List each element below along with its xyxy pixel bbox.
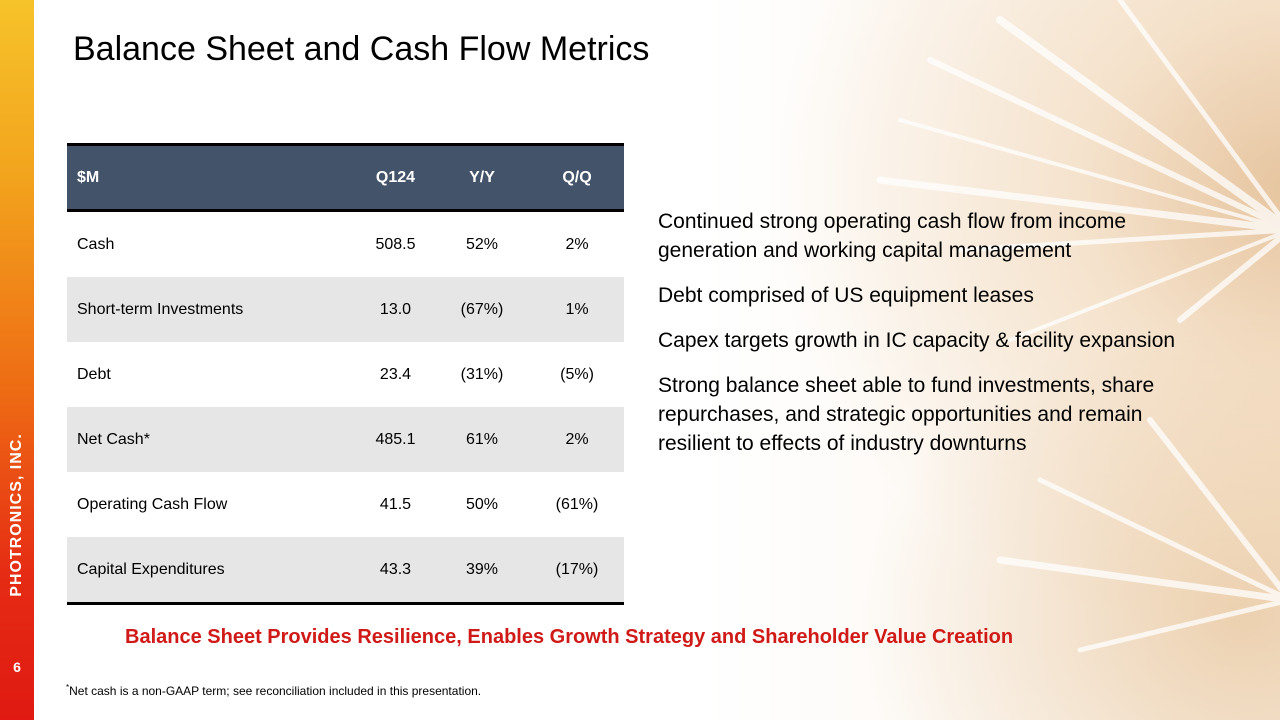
row-label: Short-term Investments <box>67 277 357 342</box>
row-value-yy: 61% <box>434 407 530 472</box>
row-label: Capital Expenditures <box>67 537 357 605</box>
row-value-yy: (31%) <box>460 365 504 383</box>
key-points: Continued strong operating cash flow fro… <box>658 207 1178 474</box>
row-value-yy: 52% <box>465 235 499 253</box>
header-cell-unit: $M <box>67 143 357 212</box>
table-row: Net Cash* 485.1 61% 2% <box>67 407 624 472</box>
company-name: PHOTRONICS, INC. <box>8 433 25 597</box>
row-value-q124: 41.5 <box>379 495 412 513</box>
metrics-table: $M Q124 Y/Y Q/Q Cash 508.5 52% 2% Short-… <box>67 143 624 605</box>
row-value-qq: (17%) <box>530 537 624 605</box>
table-row: Capital Expenditures 43.3 39% (17%) <box>67 537 624 605</box>
row-value-q124: 508.5 <box>375 235 416 253</box>
sidebar-bar: PHOTRONICS, INC. 6 <box>0 0 34 720</box>
row-value-q124: 13.0 <box>357 277 434 342</box>
row-value-qq: 2% <box>565 235 589 253</box>
row-value-yy: (67%) <box>434 277 530 342</box>
table-row: Operating Cash Flow 41.5 50% (61%) <box>67 472 624 537</box>
slide-title: Balance Sheet and Cash Flow Metrics <box>73 30 650 68</box>
page-number: 6 <box>13 659 21 675</box>
footnote-marker: * <box>66 683 70 692</box>
row-value-q124: 23.4 <box>379 365 412 383</box>
header-cell-qq: Q/Q <box>530 143 624 212</box>
row-value-yy: 39% <box>434 537 530 605</box>
row-value-qq: (5%) <box>560 365 594 383</box>
header-cell-yy: Y/Y <box>434 143 530 212</box>
row-label: Operating Cash Flow <box>77 495 228 513</box>
footnote: *Net cash is a non-GAAP term; see reconc… <box>66 683 481 698</box>
summary-tagline: Balance Sheet Provides Resilience, Enabl… <box>125 626 1014 648</box>
row-value-q124: 43.3 <box>357 537 434 605</box>
row-label: Net Cash* <box>67 407 357 472</box>
row-label: Cash <box>77 235 115 253</box>
row-value-qq: (61%) <box>555 495 599 513</box>
key-point: Continued strong operating cash flow fro… <box>658 210 1127 262</box>
key-point: Capex targets growth in IC capacity & fa… <box>658 329 1176 352</box>
table-header-row: $M Q124 Y/Y Q/Q <box>67 143 624 212</box>
key-point: Debt comprised of US equipment leases <box>658 284 1034 307</box>
row-value-yy: 50% <box>465 495 499 513</box>
row-value-qq: 2% <box>530 407 624 472</box>
table-row: Debt 23.4 (31%) (5%) <box>67 342 624 407</box>
footnote-text: Net cash is a non-GAAP term; see reconci… <box>69 684 482 698</box>
row-label: Debt <box>77 365 111 383</box>
header-cell-q124: Q124 <box>357 143 434 212</box>
key-point: Strong balance sheet able to fund invest… <box>658 374 1155 455</box>
table-row: Short-term Investments 13.0 (67%) 1% <box>67 277 624 342</box>
row-value-q124: 485.1 <box>357 407 434 472</box>
row-value-qq: 1% <box>530 277 624 342</box>
table-row: Cash 508.5 52% 2% <box>67 211 624 278</box>
